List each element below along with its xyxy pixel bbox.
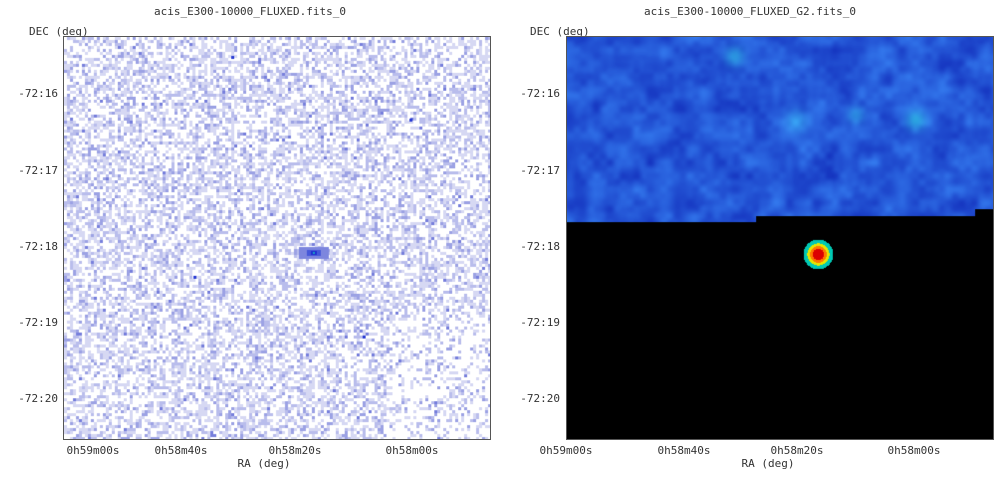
right-y-axis-label: DEC (deg) (530, 25, 590, 38)
right-x-tick: 0h59m00s (539, 444, 593, 457)
right-smoothed-image[interactable] (567, 37, 993, 439)
left-x-tick: 0h58m00s (385, 444, 439, 457)
left-image-plot[interactable] (63, 36, 491, 440)
left-panel-title: acis_E300-10000_FLUXED.fits_0 (153, 5, 347, 18)
left-y-tick: -72:19 (18, 316, 58, 329)
left-image-panel: acis_E300-10000_FLUXED.fits_0 DEC (deg) … (18, 5, 491, 470)
left-x-tick: 0h58m20s (268, 444, 322, 457)
left-raw-image[interactable] (64, 37, 490, 439)
right-y-tick: -72:20 (520, 392, 560, 405)
left-x-tick: 0h59m00s (66, 444, 120, 457)
left-y-tick: -72:16 (18, 87, 58, 100)
right-y-tick: -72:17 (520, 164, 560, 177)
right-y-tick: -72:19 (520, 316, 560, 329)
right-image-panel: acis_E300-10000_FLUXED_G2.fits_0 DEC (de… (500, 0, 1000, 478)
left-y-tick: -72:18 (18, 240, 58, 253)
left-y-axis-label: DEC (deg) (29, 25, 89, 38)
right-x-tick: 0h58m40s (657, 444, 711, 457)
left-x-axis-label: RA (deg) (237, 457, 291, 470)
right-y-tick: -72:16 (520, 87, 560, 100)
left-x-tick: 0h58m40s (154, 444, 208, 457)
right-y-tick: -72:18 (520, 240, 560, 253)
right-panel-title: acis_E300-10000_FLUXED_G2.fits_0 (644, 5, 856, 18)
right-image-plot[interactable] (566, 36, 994, 440)
right-x-axis-label: RA (deg) (741, 457, 795, 470)
left-y-tick: -72:17 (18, 164, 58, 177)
right-x-tick: 0h58m00s (887, 444, 941, 457)
left-y-tick: -72:20 (18, 392, 58, 405)
right-x-tick: 0h58m20s (770, 444, 824, 457)
